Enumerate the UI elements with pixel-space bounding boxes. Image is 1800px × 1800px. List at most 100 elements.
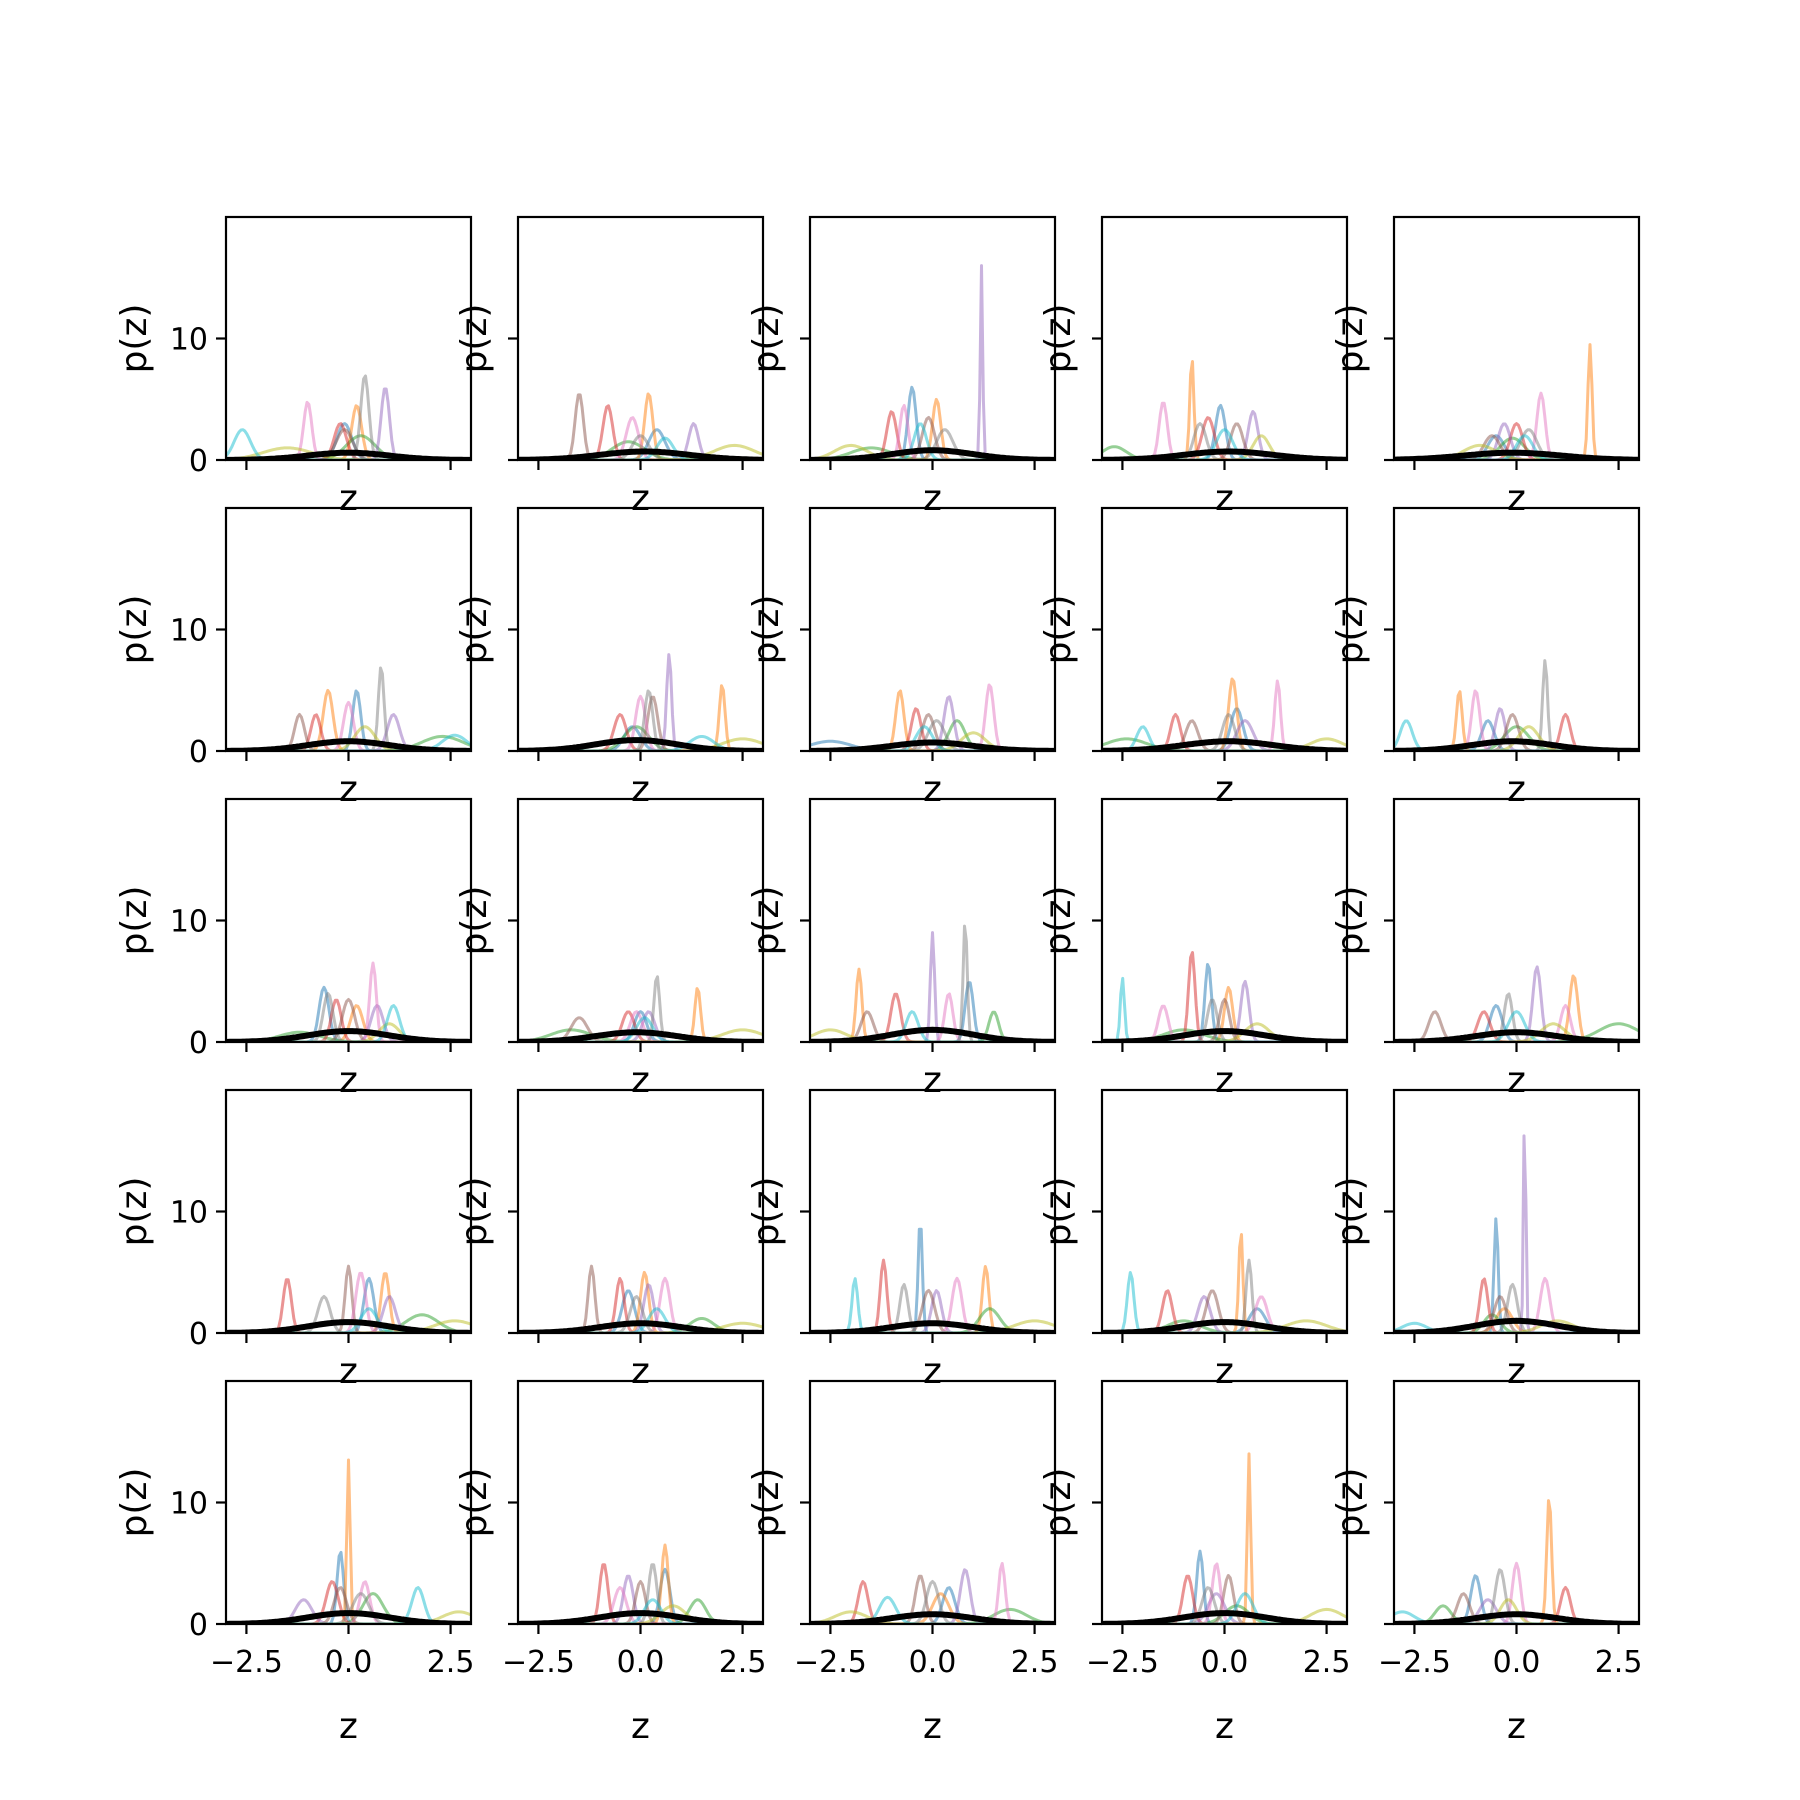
series-line-10 xyxy=(810,725,1055,751)
series-line-7 xyxy=(1394,1561,1639,1624)
x-axis-label: z xyxy=(923,769,942,810)
series-line-2 xyxy=(1102,360,1347,460)
mean-density-line xyxy=(1102,448,1347,460)
x-axis-label: z xyxy=(1507,1706,1526,1747)
series-line-5 xyxy=(1394,707,1639,751)
subplot-3-3: z p(z) xyxy=(746,797,1057,1101)
mean-density-line xyxy=(226,1610,471,1624)
plot-area xyxy=(810,683,1055,751)
x-tick-label: 0.0 xyxy=(1201,1645,1249,1680)
series-line-1 xyxy=(518,428,763,460)
mean-density-line xyxy=(518,737,763,751)
plot-area xyxy=(810,1562,1055,1624)
series-line-1 xyxy=(1102,403,1347,460)
mean-density-line xyxy=(1102,1028,1347,1042)
series-line-9 xyxy=(1102,737,1347,751)
series-line-1 xyxy=(518,1010,763,1042)
x-axis-label: z xyxy=(631,1706,650,1747)
plot-area xyxy=(1102,1233,1347,1333)
axes-frame xyxy=(808,506,1057,753)
plot-area xyxy=(226,1458,471,1624)
y-axis-label: p(z) xyxy=(746,886,787,956)
series-line-3 xyxy=(518,725,763,751)
x-axis-label: z xyxy=(1507,769,1526,810)
series-line-8 xyxy=(1394,1283,1639,1333)
plot-area xyxy=(226,1264,471,1333)
plot-area xyxy=(1394,659,1639,751)
series-line-9 xyxy=(810,1028,1055,1042)
series-line-2 xyxy=(810,1592,1055,1624)
x-axis-label: z xyxy=(1215,478,1234,519)
series-line-3 xyxy=(1394,1604,1639,1624)
axes-frame xyxy=(808,1379,1057,1626)
subplot-1-2: z p(z) xyxy=(454,215,765,519)
plot-area xyxy=(1102,951,1347,1042)
y-axis-label: p(z) xyxy=(1330,1177,1371,1247)
mean-density-line xyxy=(810,1320,1055,1333)
subplot-3-4: z p(z) xyxy=(1038,797,1349,1101)
series-line-9 xyxy=(810,443,1055,460)
subplot-2-2: z p(z) xyxy=(454,506,765,810)
series-line-10 xyxy=(1394,434,1639,460)
series-line-1 xyxy=(810,739,1055,751)
y-tick-label: 10 xyxy=(170,905,208,940)
series-line-9 xyxy=(518,737,763,751)
series-line-6 xyxy=(226,1264,471,1333)
series-line-6 xyxy=(226,998,471,1042)
y-axis-label: p(z) xyxy=(1038,1177,1079,1247)
series-line-6 xyxy=(518,695,763,751)
y-axis-label: p(z) xyxy=(454,1468,495,1538)
axes-frame xyxy=(1100,506,1349,753)
axes-frame xyxy=(516,797,765,1044)
series-line-10 xyxy=(518,1307,763,1333)
x-axis-label: z xyxy=(1215,1060,1234,1101)
x-axis-label: z xyxy=(339,478,358,519)
series-line-8 xyxy=(1102,713,1347,751)
subplot-5-1: −2.5 0.0 2.5 0 10 z p(z) xyxy=(114,1379,474,1747)
series-line-6 xyxy=(1394,1010,1639,1042)
series-line-9 xyxy=(1102,1319,1347,1333)
series-line-5 xyxy=(810,931,1055,1042)
y-axis-label: p(z) xyxy=(114,304,155,374)
plot-area xyxy=(810,1227,1055,1333)
series-line-3 xyxy=(518,1028,763,1042)
y-axis-label: p(z) xyxy=(454,1177,495,1247)
x-axis-label: z xyxy=(339,1351,358,1392)
mean-density-line xyxy=(810,1611,1055,1624)
y-axis-label: p(z) xyxy=(454,595,495,665)
series-line-6 xyxy=(1102,1574,1347,1624)
plot-area xyxy=(226,666,471,751)
y-axis-label: p(z) xyxy=(114,595,155,665)
axes-frame xyxy=(516,215,765,462)
x-axis-label: z xyxy=(631,1351,650,1392)
series-line-6 xyxy=(810,416,1055,460)
mean-density-line xyxy=(1394,1029,1639,1042)
x-tick-label: −2.5 xyxy=(794,1645,867,1680)
mean-density-line xyxy=(1102,1610,1347,1624)
series-line-2 xyxy=(226,1458,471,1624)
y-axis-label: p(z) xyxy=(746,304,787,374)
series-line-1 xyxy=(1394,1217,1639,1333)
series-line-2 xyxy=(518,1270,763,1333)
x-tick-label: 2.5 xyxy=(1595,1645,1643,1680)
plot-area xyxy=(226,374,471,460)
plot-area xyxy=(1102,360,1347,460)
y-axis-label: p(z) xyxy=(746,595,787,665)
subplot-4-4: z p(z) xyxy=(1038,1088,1349,1392)
axes-frame xyxy=(1392,506,1641,753)
series-line-2 xyxy=(1394,1307,1639,1333)
series-line-3 xyxy=(226,1313,471,1333)
subplot-5-5: −2.5 0.0 2.5 z p(z) xyxy=(1330,1379,1643,1747)
series-line-6 xyxy=(518,1580,763,1624)
series-line-10 xyxy=(1102,1592,1347,1624)
axes-frame xyxy=(808,797,1057,1044)
subplot-5-4: −2.5 0.0 2.5 z p(z) xyxy=(1038,1379,1350,1747)
y-tick-label: 10 xyxy=(170,614,208,649)
subplot-3-5: z p(z) xyxy=(1330,797,1641,1101)
mean-density-line xyxy=(226,1319,471,1333)
mean-density-line xyxy=(518,448,763,460)
series-line-2 xyxy=(518,684,763,751)
mean-density-line xyxy=(518,1610,763,1624)
subplot-grid: 0 10 z p(z) z p(z) z p(z) z p(z) z p(z) 0 10 z p(z) z p(z… xyxy=(114,215,1643,1747)
plot-area xyxy=(518,1543,763,1624)
